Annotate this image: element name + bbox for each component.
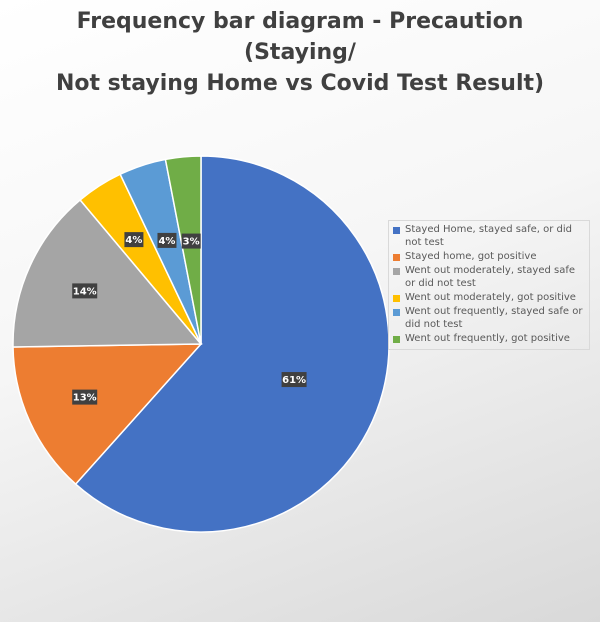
legend-label: Stayed Home, stayed safe, or did not tes… — [405, 224, 572, 248]
data-label: 4% — [124, 232, 144, 248]
data-label-box — [124, 232, 144, 248]
legend-item: Went out frequently, stayed safe or did … — [393, 305, 587, 331]
data-label: 61% — [281, 372, 307, 388]
data-label: 13% — [72, 389, 98, 405]
pie-slice — [164, 155, 202, 345]
legend-item: Went out frequently, got positive — [393, 332, 587, 345]
legend-swatch — [393, 268, 400, 275]
data-label-text: 14% — [73, 286, 97, 297]
legend-swatch — [393, 309, 400, 316]
legend-label: Went out frequently, got positive — [405, 333, 570, 344]
legend-item: Stayed home, got positive — [393, 250, 587, 263]
data-label: 4% — [157, 232, 177, 248]
data-label-box — [181, 233, 201, 249]
legend: Stayed Home, stayed safe, or did not tes… — [388, 220, 590, 350]
legend-item: Went out moderately, stayed safe or did … — [393, 264, 587, 290]
legend-swatch — [393, 227, 400, 234]
data-label-text: 4% — [158, 236, 175, 247]
data-label-box — [72, 283, 98, 299]
legend-label: Went out moderately, stayed safe or did … — [405, 265, 576, 289]
chart-title-line-2: Not staying Home vs Covid Test Result) — [55, 71, 545, 96]
data-label-box — [72, 389, 98, 405]
legend-swatch — [393, 295, 400, 302]
legend-swatch — [393, 254, 400, 261]
data-label-text: 3% — [183, 237, 200, 248]
legend-swatch — [393, 336, 400, 343]
data-label-text: 4% — [125, 235, 142, 246]
legend-item: Stayed Home, stayed safe, or did not tes… — [393, 223, 587, 249]
data-label-box — [157, 232, 177, 248]
legend-label: Went out moderately, got positive — [405, 292, 576, 303]
legend-label: Went out frequently, stayed safe or did … — [405, 306, 583, 330]
data-label: 14% — [72, 283, 98, 299]
legend-label: Stayed home, got positive — [405, 251, 537, 262]
legend-item: Went out moderately, got positive — [393, 291, 587, 304]
data-label-text: 13% — [73, 393, 97, 404]
chart-title: Frequency bar diagram - Precaution (Stay… — [20, 6, 580, 99]
pie-slice — [12, 198, 203, 348]
chart-title-line-1: Frequency bar diagram - Precaution (Stay… — [76, 9, 524, 65]
data-label-box — [281, 372, 307, 388]
pie-slice — [12, 343, 203, 486]
data-label: 3% — [181, 233, 201, 249]
pie-slice — [74, 155, 390, 533]
data-label-text: 61% — [282, 375, 306, 386]
